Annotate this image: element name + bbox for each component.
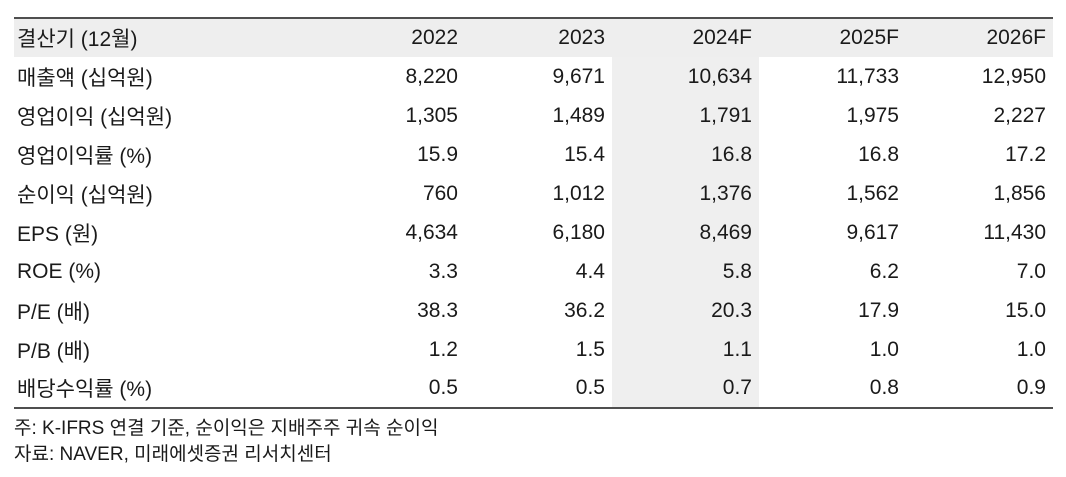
footnote-source: 자료: NAVER, 미래에셋증권 리서치센터 [14,444,332,465]
header-year-2026F: 2026F [906,18,1053,57]
table-row: 영업이익률 (%) 15.9 15.4 16.8 16.8 17.2 [14,135,1053,174]
cell: 6.2 [869,259,899,283]
cell: 1,489 [552,103,605,127]
table-row: 순이익 (십억원) 760 1,012 1,376 1,562 1,856 [14,174,1053,213]
cell: 1.0 [1016,337,1046,361]
cell: 15.0 [1005,298,1046,322]
cell: 15.4 [564,142,605,166]
cell: 0.9 [1016,376,1046,399]
cell: 4,634 [405,220,458,244]
header-year-2023: 2023 [465,18,612,57]
footnotes: 주: K-IFRS 연결 기준, 순이익은 지배주주 귀속 순이익 자료: NA… [14,416,1053,468]
table-row: 영업이익 (십억원) 1,305 1,489 1,791 1,975 2,227 [14,96,1053,135]
cell: 1,791 [612,96,759,135]
row-label: 배당수익률 (%) [17,378,153,401]
cell: 7.0 [1016,259,1046,283]
cell: 0.7 [612,369,759,408]
table-row: P/B (배) 1.2 1.5 1.1 1.0 1.0 [14,330,1053,369]
row-label: P/E (배) [17,300,90,324]
table-row: P/E (배) 38.3 36.2 20.3 17.9 15.0 [14,291,1053,330]
cell: 8,220 [405,64,458,88]
cell: 1.0 [869,337,899,361]
cell: 1,012 [552,181,605,205]
cell: 16.8 [858,142,899,166]
cell: 16.8 [612,135,759,174]
row-label: ROE (%) [17,259,101,283]
header-year-2024F: 2024F [612,18,759,57]
cell: 36.2 [564,298,605,322]
cell: 4.4 [575,259,605,283]
row-label: EPS (원) [17,222,99,246]
cell: 11,430 [983,220,1046,244]
cell: 10,634 [612,57,759,96]
cell: 20.3 [612,291,759,330]
cell: 38.3 [417,298,458,322]
header-row: 결산기 (12월) 2022 2023 2024F 2025F 2026F [14,18,1053,57]
financial-summary-section: 결산기 (12월) 2022 2023 2024F 2025F 2026F 매출액 (십억… [14,17,1053,468]
table-header: 결산기 (12월) 2022 2023 2024F 2025F 2026F [14,18,1053,57]
cell: 12,950 [981,64,1046,88]
cell: 1,562 [846,181,899,205]
cell: 2,227 [993,103,1046,127]
row-label: 순이익 (십억원) [17,183,153,207]
header-year-2025F: 2025F [759,18,906,57]
cell: 5.8 [612,252,759,291]
table-row: EPS (원) 4,634 6,180 8,469 9,617 11,430 [14,213,1053,252]
financials-table: 결산기 (12월) 2022 2023 2024F 2025F 2026F 매출액 (십억… [14,17,1053,409]
cell: 0.8 [869,376,899,399]
cell: 11,733 [836,64,899,88]
cell: 1,376 [612,174,759,213]
cell: 1.1 [612,330,759,369]
table-row: 매출액 (십억원) 8,220 9,671 10,634 11,733 12,950 [14,57,1053,96]
cell: 760 [422,181,458,205]
cell: 1.2 [428,337,458,361]
table-row: ROE (%) 3.3 4.4 5.8 6.2 7.0 [14,252,1053,291]
footnote-note: 주: K-IFRS 연결 기준, 순이익은 지배주주 귀속 순이익 [14,418,439,439]
cell: 0.5 [575,376,605,399]
cell: 17.2 [1005,142,1046,166]
table-body: 매출액 (십억원) 8,220 9,671 10,634 11,733 12,950 영업이… [14,57,1053,408]
cell: 9,617 [846,220,899,244]
cell: 6,180 [552,220,605,244]
cell: 17.9 [858,298,899,322]
row-label: 영업이익 (십억원) [17,105,173,129]
row-label: 매출액 (십억원) [17,66,153,90]
cell: 8,469 [612,213,759,252]
cell: 15.9 [417,142,458,166]
cell: 1,975 [846,103,899,127]
header-period-label: 결산기 (12월) [14,18,318,57]
cell: 0.5 [428,376,458,399]
cell: 1.5 [575,337,605,361]
cell: 1,305 [405,103,458,127]
cell: 1,856 [993,181,1046,205]
cell: 9,671 [552,64,605,88]
header-year-2022: 2022 [318,18,465,57]
cell: 3.3 [428,259,458,283]
row-label: P/B (배) [17,339,90,363]
table-row: 배당수익률 (%) 0.5 0.5 0.7 0.8 0.9 [14,369,1053,408]
row-label: 영업이익률 (%) [17,144,153,168]
